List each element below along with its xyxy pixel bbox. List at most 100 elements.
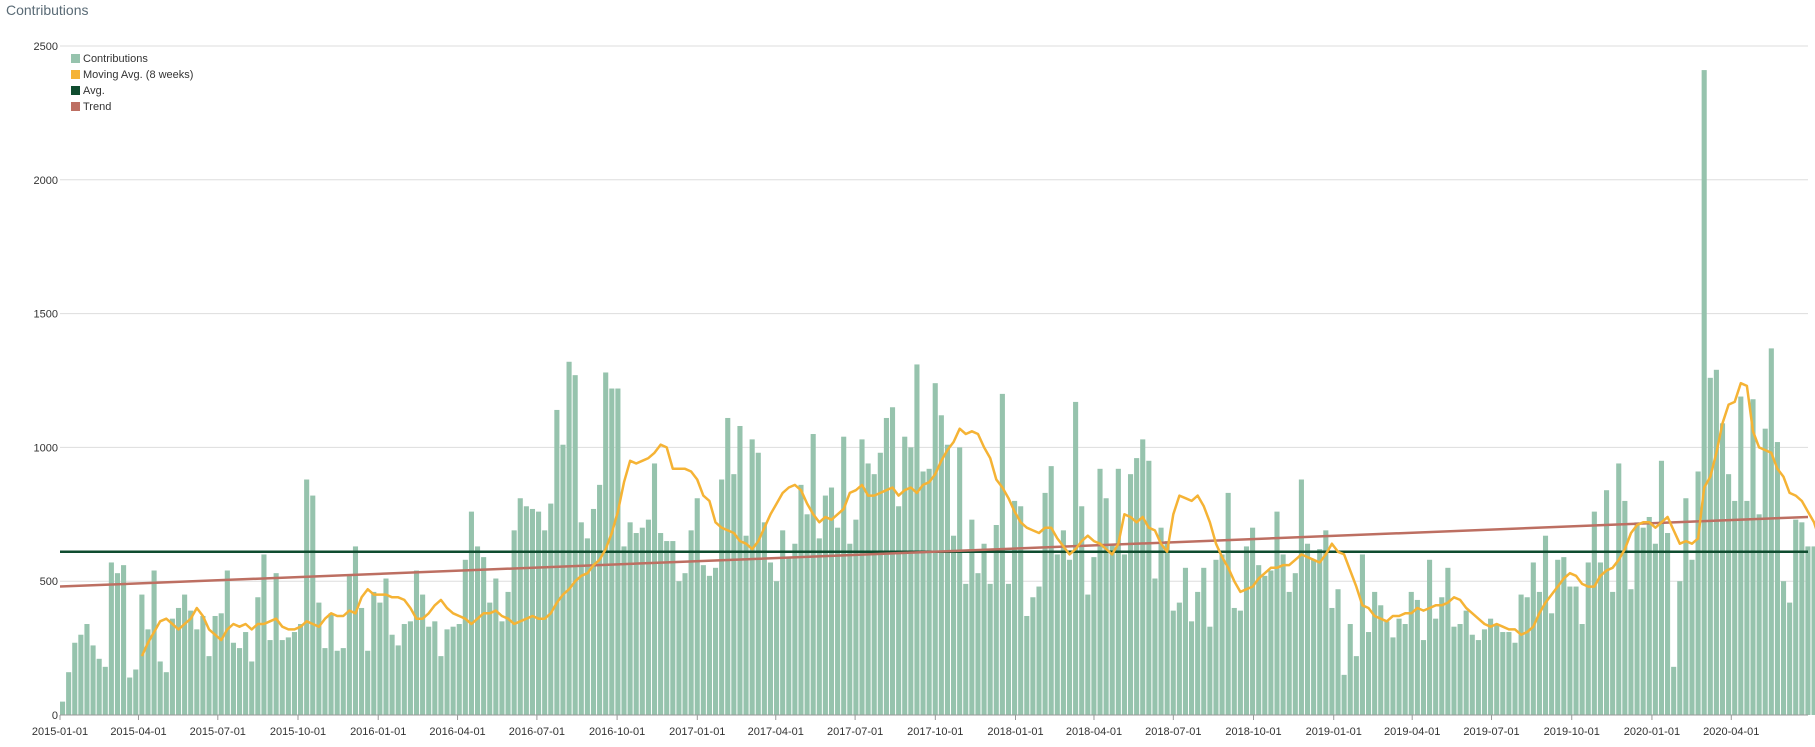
contribution-bar <box>584 538 590 715</box>
contribution-bar <box>1652 543 1658 715</box>
contribution-bar <box>66 672 72 715</box>
contribution-bar <box>627 522 633 715</box>
contribution-bar <box>688 530 694 715</box>
contribution-bar <box>1243 546 1250 715</box>
contribution-bar <box>1616 463 1622 715</box>
contribution-bar <box>1005 583 1012 715</box>
contribution-bar <box>60 701 66 715</box>
contribution-bar <box>1512 642 1518 715</box>
contribution-bar <box>1799 522 1805 715</box>
contribution-bar <box>194 629 200 715</box>
contribution-bar <box>645 519 651 715</box>
chart-title: Contributions <box>6 2 89 18</box>
contribution-bar <box>1286 591 1292 715</box>
contribution-bar <box>267 640 273 715</box>
contribution-bar <box>1811 546 1815 715</box>
contribution-bar <box>1518 594 1524 715</box>
contribution-bar <box>560 444 566 715</box>
contribution-bar <box>1109 543 1115 715</box>
contribution-bar <box>163 672 169 715</box>
x-tick-label: 2017-04-01 <box>748 726 804 738</box>
contribution-bar <box>1695 471 1701 715</box>
contribution-bar <box>639 527 645 715</box>
contribution-bar <box>786 557 792 715</box>
contribution-bar <box>413 570 420 715</box>
contribution-bar <box>1317 549 1323 715</box>
contribution-bar <box>1066 559 1073 715</box>
contribution-bar <box>871 474 877 715</box>
contribution-bar <box>1134 458 1140 715</box>
contribution-bar <box>90 645 96 715</box>
contribution-bar <box>1176 602 1182 715</box>
contribution-bar <box>767 562 774 715</box>
contribution-bar <box>670 541 676 715</box>
y-axis: 0 500 1000 1500 2000 2500 <box>34 41 58 722</box>
contribution-bar <box>828 487 835 715</box>
contribution-bar <box>1231 607 1237 715</box>
contribution-bar <box>1274 511 1280 715</box>
contribution-bar <box>1665 533 1671 715</box>
contribution-bar <box>725 417 731 715</box>
y-tick-label: 1500 <box>34 309 58 321</box>
contribution-bar <box>719 479 725 715</box>
contribution-bar <box>1439 597 1445 715</box>
contribution-bar <box>597 484 603 715</box>
contribution-bar <box>1256 565 1262 715</box>
contribution-bar <box>1170 610 1176 715</box>
contribution-bar <box>822 495 828 715</box>
contribution-bar <box>145 629 151 715</box>
contribution-bar <box>316 602 322 715</box>
contribution-bar <box>212 615 218 715</box>
contribution-bar <box>169 618 175 715</box>
contribution-bar <box>1500 632 1506 715</box>
x-tick-label: 2017-01-01 <box>669 726 725 738</box>
contribution-bar <box>133 669 139 715</box>
contribution-bar <box>1634 522 1640 715</box>
contribution-bar <box>407 621 413 715</box>
contribution-bar <box>1207 626 1213 715</box>
contribution-bar <box>987 583 993 715</box>
contribution-bar <box>536 511 542 715</box>
legend: Contributions Moving Avg. (8 weeks) Avg. Tr… <box>71 53 193 113</box>
contribution-bar <box>127 677 133 715</box>
contribution-bar <box>908 447 914 715</box>
contribution-bar <box>188 610 194 715</box>
contribution-bar <box>1115 468 1121 715</box>
legend-swatch <box>71 70 80 79</box>
contribution-bar <box>1628 589 1634 715</box>
contribution-bar <box>499 621 505 715</box>
contribution-bar <box>835 527 841 715</box>
legend-swatch <box>71 86 80 95</box>
x-tick-label: 2016-01-01 <box>350 726 406 738</box>
contribution-bar <box>755 452 761 715</box>
contribution-bar <box>1457 624 1463 715</box>
contribution-bar <box>1085 594 1091 715</box>
contribution-bar <box>841 436 847 715</box>
contribution-bar <box>243 632 249 715</box>
contribution-bar <box>1805 546 1811 715</box>
x-tick-label: 2016-07-01 <box>509 726 565 738</box>
contribution-bar <box>1750 399 1756 715</box>
contribution-bar <box>780 530 786 715</box>
contribution-bar <box>340 648 346 715</box>
contribution-bar <box>1646 516 1652 715</box>
contribution-bar <box>487 602 493 715</box>
x-tick-label: 2017-07-01 <box>827 726 883 738</box>
contribution-bar <box>1390 637 1396 715</box>
contribution-bar <box>804 514 810 715</box>
contribution-bar <box>920 471 926 715</box>
legend-label: Trend <box>83 101 111 113</box>
contribution-bar <box>1561 557 1567 715</box>
contribution-bar <box>1402 624 1408 715</box>
contribution-bar <box>175 607 182 715</box>
contribution-bar <box>951 535 957 715</box>
contribution-bar <box>816 538 822 715</box>
contribution-bar <box>1677 581 1683 715</box>
contribution-bar <box>975 573 981 715</box>
y-tick-label: 2000 <box>34 175 58 187</box>
contribution-bar <box>279 640 285 715</box>
contribution-bar <box>914 364 920 715</box>
contribution-bar <box>1469 634 1475 715</box>
x-tick-label: 2019-07-01 <box>1463 726 1519 738</box>
legend-swatch <box>71 54 80 63</box>
